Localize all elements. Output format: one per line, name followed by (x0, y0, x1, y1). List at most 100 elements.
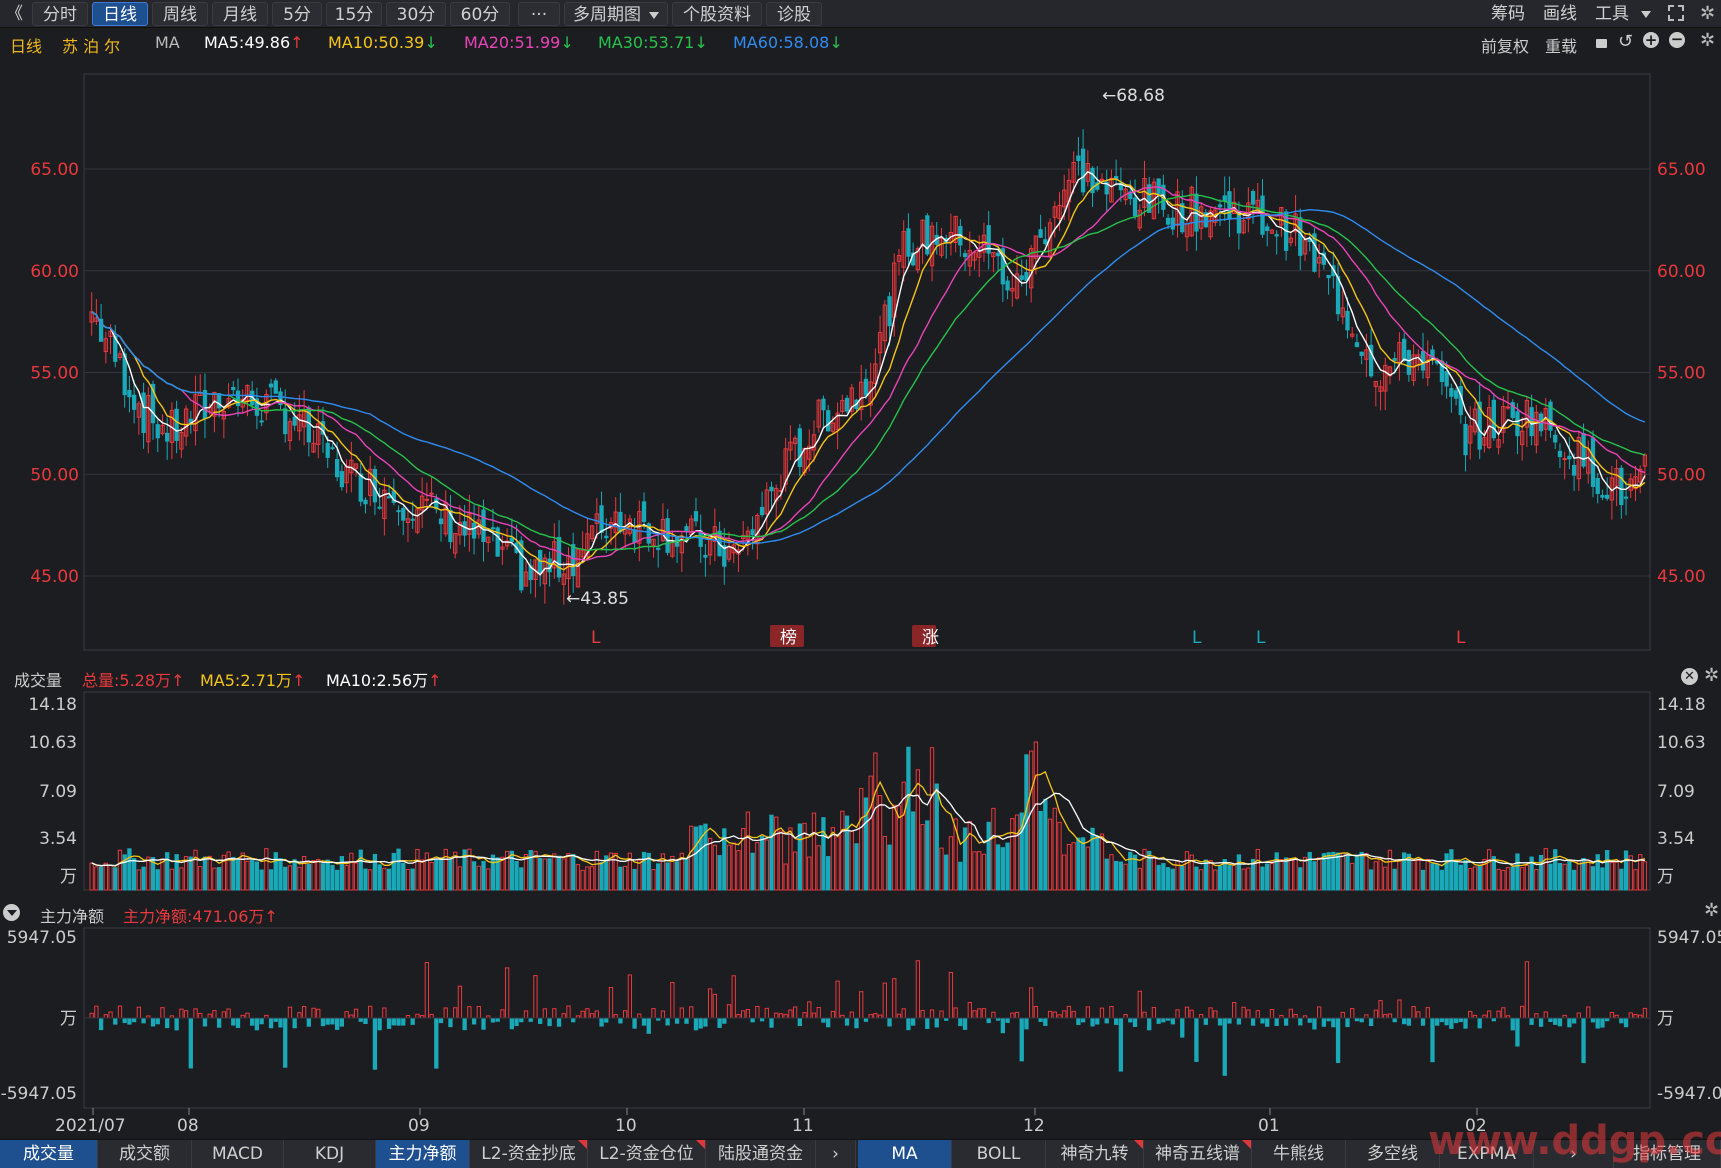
volume-bar (292, 859, 297, 891)
volume-bar (750, 852, 755, 891)
volume-bar (849, 830, 854, 891)
volume-bar (1000, 847, 1005, 891)
mainflow-bar (896, 1013, 902, 1019)
tab-5min[interactable]: 5分 (272, 2, 322, 26)
mainflow-bar (1420, 1017, 1426, 1026)
mainflow-bar (698, 1017, 703, 1029)
tab-magic-nine[interactable]: 神奇九转 (1046, 1140, 1144, 1168)
mainflow-bar (122, 1017, 127, 1024)
mainflow-bar (438, 1017, 444, 1024)
stock-info-button[interactable]: 个股资料 (672, 2, 762, 26)
mainflow-bar (693, 1017, 699, 1031)
mainflow-bar (689, 1006, 694, 1019)
mainflow-bar (1557, 1017, 1563, 1027)
chevron-right-icon: › (832, 1144, 839, 1164)
candle-body (1373, 380, 1378, 387)
fullscreen-icon[interactable] (1668, 5, 1684, 21)
tools-button[interactable]: 工具 (1595, 4, 1629, 24)
tab-expma[interactable]: EXPMA (1440, 1140, 1534, 1168)
tab-kdj[interactable]: KDJ (284, 1140, 376, 1168)
mainflow-bar (1038, 1017, 1043, 1022)
diagnose-button[interactable]: 诊股 (766, 2, 822, 26)
volume-bar (1600, 867, 1605, 891)
lock-icon[interactable] (1596, 39, 1607, 48)
volume-bar (585, 866, 590, 891)
volume-bar (457, 866, 463, 891)
tab-scroll-right[interactable]: › (816, 1140, 856, 1168)
tab-volume[interactable]: 成交量 (0, 1140, 98, 1168)
undo-icon[interactable]: ↺ (1618, 31, 1634, 52)
volume-bar (1359, 851, 1364, 891)
candle-body (1029, 248, 1034, 289)
volume-bar (287, 865, 293, 891)
volume-bar (1345, 853, 1350, 891)
mainflow-bar (1156, 1017, 1161, 1024)
candle-body (1198, 206, 1204, 229)
volume-bar (887, 844, 892, 891)
tab-turnover[interactable]: 成交额 (98, 1140, 192, 1168)
zoom-out-icon[interactable]: − (1669, 30, 1685, 48)
tab-l2-position[interactable]: L2-资金仓位 (588, 1140, 706, 1168)
volume-bar (698, 825, 703, 891)
zoom-in-icon[interactable]: + (1643, 31, 1659, 49)
mainflow-bar (1595, 1017, 1600, 1029)
settings-icon[interactable]: ✲ (1704, 665, 1720, 686)
chevron-down-icon[interactable] (1641, 11, 1651, 18)
adjust-forward-button[interactable]: 前复权 (1481, 37, 1530, 56)
mainflow-title: 主力净额 (40, 907, 105, 926)
settings-icon[interactable]: ✲ (1704, 900, 1720, 921)
volume-bar (1033, 741, 1039, 891)
ma-label[interactable]: MA (155, 33, 180, 52)
tab-long-short[interactable]: 多空线 (1346, 1140, 1440, 1168)
tab-60min[interactable]: 60分 (450, 2, 510, 26)
volume-bar (670, 855, 675, 891)
reload-button[interactable]: 重载 (1545, 37, 1578, 56)
candle-body (396, 510, 401, 513)
ma60-line (91, 208, 1646, 545)
tab-macd[interactable]: MACD (192, 1140, 284, 1168)
settings-icon[interactable]: ✲ (1700, 30, 1716, 51)
mainflow-bar (1118, 1017, 1124, 1072)
volume-bar (424, 852, 430, 891)
tab-ma[interactable]: MA (858, 1140, 952, 1168)
tab-weekly[interactable]: 周线 (152, 2, 208, 26)
volume-y-tick-left: 14.18 (28, 695, 77, 715)
stock-charts[interactable]: 65.00 65.00 60.00 60.00 55.00 55.00 50.00 50.00… (0, 0, 1721, 1139)
volume-bar (174, 854, 179, 891)
tab-15min[interactable]: 15分 (326, 2, 382, 26)
candle-body (887, 296, 892, 327)
mainflow-bar (778, 1013, 784, 1019)
close-icon[interactable]: ✕ (1681, 668, 1698, 685)
volume-bar (1137, 867, 1142, 891)
tab-daily[interactable]: 日线 (92, 2, 148, 26)
tab-intraday[interactable]: 分时 (32, 2, 88, 26)
mainflow-bar (712, 993, 718, 1019)
volume-bar (835, 834, 840, 891)
volume-y-tick-right: 10.63 (1657, 733, 1706, 753)
tab-boll[interactable]: BOLL (952, 1140, 1046, 1168)
candle-body (1567, 455, 1572, 460)
more-button[interactable]: ··· (518, 2, 560, 26)
tab-northbound[interactable]: 陆股通资金 (706, 1140, 816, 1168)
settings-icon[interactable]: ✲ (1700, 3, 1716, 24)
volume-bar (882, 835, 887, 891)
back-icon[interactable]: 《 (6, 4, 23, 24)
tab-bull-bear[interactable]: 牛熊线 (1252, 1140, 1346, 1168)
tab-mainflow[interactable]: 主力净额 (376, 1140, 470, 1168)
volume-bar (1317, 857, 1322, 891)
draw-button[interactable]: 画线 (1543, 4, 1577, 24)
candle-body (1359, 351, 1364, 356)
tab-monthly[interactable]: 月线 (212, 2, 268, 26)
tab-30min[interactable]: 30分 (386, 2, 446, 26)
tab-l2-bottom-fishing[interactable]: L2-资金抄底 (470, 1140, 588, 1168)
tab-scroll-right[interactable]: › (1534, 1140, 1614, 1168)
tab-indicator-manage[interactable]: 指标管理 (1614, 1140, 1721, 1168)
volume-bar (1482, 858, 1487, 891)
candle-body (972, 252, 977, 261)
multi-period-dropdown[interactable]: 多周期图 (564, 2, 668, 26)
tab-magic-five[interactable]: 神奇五线谱 (1144, 1140, 1252, 1168)
mainflow-bar (769, 1017, 774, 1028)
chip-button[interactable]: 筹码 (1491, 4, 1525, 24)
mainflow-bar (1510, 1017, 1515, 1031)
volume-bar (1198, 869, 1204, 891)
